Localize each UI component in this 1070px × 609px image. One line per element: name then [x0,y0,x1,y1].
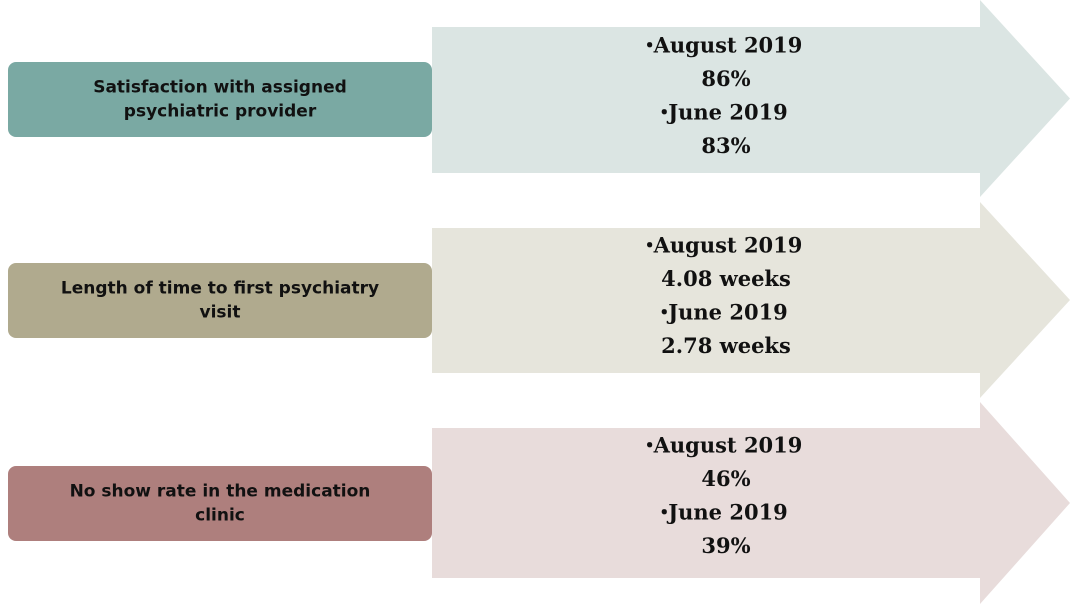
arrow [432,202,1070,398]
bullet: ・ [639,233,660,258]
item-date: August 2019 [653,433,803,458]
bullet: ・ [654,100,675,125]
arrow [432,402,1070,604]
item-value: 46% [701,466,750,491]
label-text: clinic [195,506,245,526]
bullet: ・ [639,33,660,58]
arrow [432,0,1070,197]
item-value: 2.78 weeks [661,333,791,358]
label-box [8,263,432,338]
label-box [8,466,432,541]
label-text: No show rate in the medication [70,482,371,502]
item-date: June 2019 [666,300,788,325]
item-value: 4.08 weeks [661,266,791,291]
bullet: ・ [639,433,660,458]
item-value: 39% [701,533,750,558]
item-date: August 2019 [653,233,803,258]
label-text: Satisfaction with assigned [93,78,347,98]
item-date: June 2019 [666,500,788,525]
item-date: June 2019 [666,100,788,125]
label-text: visit [200,303,241,323]
item-value: 83% [701,133,750,158]
item-value: 86% [701,66,750,91]
bullet: ・ [654,500,675,525]
label-text: Length of time to first psychiatry [61,279,379,299]
item-date: August 2019 [653,33,803,58]
label-text: psychiatric provider [124,102,317,122]
bullet: ・ [654,300,675,325]
label-box [8,62,432,137]
